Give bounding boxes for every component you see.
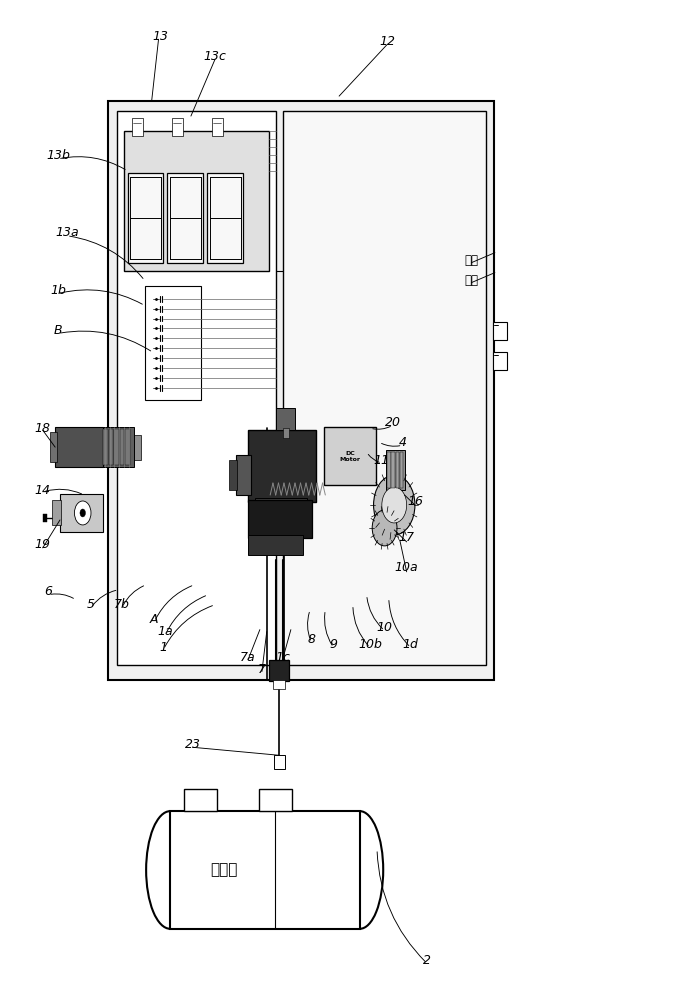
Bar: [248, 500, 311, 538]
Text: 23: 23: [185, 738, 201, 751]
Bar: [400, 452, 403, 488]
Text: 12: 12: [379, 35, 395, 48]
Text: 8: 8: [307, 633, 316, 646]
Circle shape: [374, 475, 415, 535]
Bar: [324, 427, 376, 485]
Text: 电源: 电源: [464, 254, 478, 267]
Circle shape: [382, 487, 407, 523]
Bar: [103, 427, 134, 467]
Bar: [388, 452, 391, 488]
Text: 10: 10: [376, 621, 392, 634]
Bar: [127, 173, 163, 263]
Text: 1a: 1a: [158, 625, 173, 638]
Bar: [124, 131, 268, 271]
Bar: [282, 428, 289, 438]
Bar: [268, 660, 289, 681]
Bar: [248, 430, 316, 502]
Text: 9: 9: [329, 638, 338, 651]
Bar: [170, 811, 360, 929]
Bar: [259, 789, 292, 811]
Bar: [255, 498, 307, 512]
Text: 1: 1: [159, 641, 167, 654]
Bar: [236, 455, 251, 495]
Bar: [493, 322, 507, 340]
Bar: [167, 173, 203, 263]
Text: 10b: 10b: [358, 638, 382, 651]
Text: 10a: 10a: [395, 561, 419, 574]
Bar: [55, 427, 103, 467]
Text: 13c: 13c: [203, 50, 226, 63]
Text: 5: 5: [87, 598, 95, 611]
Text: 13a: 13a: [55, 226, 79, 239]
Bar: [50, 432, 57, 462]
Bar: [212, 118, 223, 136]
Bar: [208, 173, 244, 263]
Text: 7: 7: [258, 663, 266, 676]
Text: 输入: 输入: [464, 274, 478, 287]
Text: 7b: 7b: [114, 598, 130, 611]
Bar: [129, 435, 141, 460]
Circle shape: [80, 509, 86, 517]
Bar: [172, 118, 183, 136]
Text: 1b: 1b: [50, 284, 66, 297]
Bar: [396, 452, 399, 488]
Bar: [43, 514, 47, 522]
Text: 11: 11: [374, 454, 390, 467]
Bar: [109, 429, 113, 465]
Bar: [493, 352, 507, 370]
Circle shape: [372, 510, 397, 546]
Text: 7a: 7a: [240, 651, 256, 664]
Bar: [248, 535, 303, 555]
Text: 储气罐: 储气罐: [210, 862, 237, 877]
Bar: [184, 789, 217, 811]
Bar: [386, 450, 406, 490]
Text: 17: 17: [399, 531, 415, 544]
Bar: [273, 755, 284, 769]
Text: B: B: [53, 324, 62, 337]
Bar: [60, 494, 102, 532]
Text: 16: 16: [407, 495, 423, 508]
Text: 1c: 1c: [275, 651, 290, 664]
Text: A: A: [150, 613, 158, 626]
Text: 6: 6: [44, 585, 53, 598]
Text: 1d: 1d: [403, 638, 419, 651]
Bar: [103, 429, 107, 465]
Bar: [275, 408, 295, 430]
Circle shape: [75, 501, 91, 525]
Text: 13: 13: [152, 30, 168, 43]
Text: 4: 4: [399, 436, 406, 449]
Bar: [108, 101, 494, 680]
Text: 13b: 13b: [46, 149, 70, 162]
Bar: [392, 452, 395, 488]
Text: 14: 14: [35, 484, 51, 497]
Bar: [131, 118, 143, 136]
Text: DC
Motor: DC Motor: [339, 451, 361, 462]
Bar: [117, 111, 275, 665]
Text: 2: 2: [424, 954, 431, 967]
Bar: [145, 286, 201, 400]
Text: 20: 20: [385, 416, 401, 429]
Bar: [120, 429, 124, 465]
Bar: [125, 429, 129, 465]
Bar: [229, 460, 237, 490]
Bar: [114, 429, 118, 465]
Text: 18: 18: [35, 422, 51, 435]
Bar: [273, 680, 285, 689]
Bar: [52, 500, 62, 525]
Bar: [282, 111, 486, 665]
Text: 19: 19: [35, 538, 51, 551]
